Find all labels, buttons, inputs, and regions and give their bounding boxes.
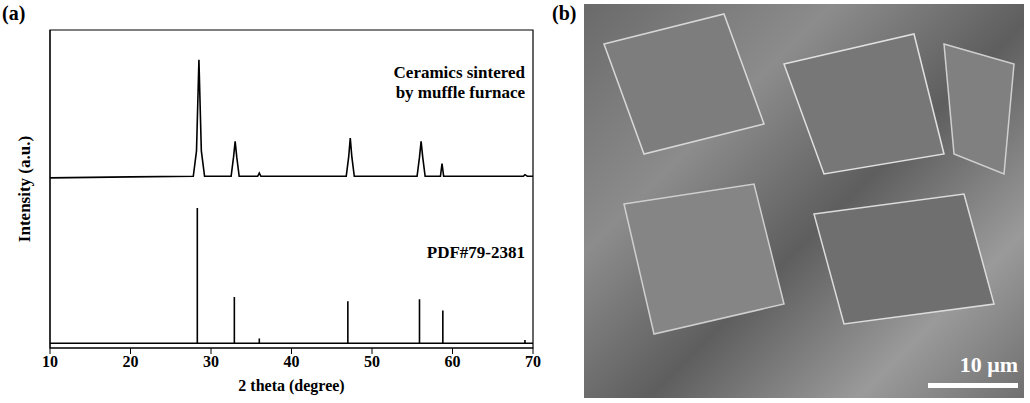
html-text:PDF#79-2381: PDF#79-2381 xyxy=(426,243,525,263)
html-text:by muffle furnace: by muffle furnace xyxy=(395,82,525,102)
svg-text:60: 60 xyxy=(445,353,461,370)
svg-text:20: 20 xyxy=(123,353,139,370)
svg-text:50: 50 xyxy=(364,353,380,370)
svg-text:30: 30 xyxy=(203,353,219,370)
svg-text:10: 10 xyxy=(42,353,58,370)
html-text:(a): (a) xyxy=(2,2,26,24)
svg-text:2 theta (degree): 2 theta (degree) xyxy=(238,377,344,395)
svg-text:Intensity (a.u.): Intensity (a.u.) xyxy=(15,136,34,242)
html-text:10 μm: 10 μm xyxy=(959,352,1018,377)
svg-text:40: 40 xyxy=(284,353,300,370)
html-text:(b): (b) xyxy=(552,2,577,24)
html-text:Ceramics sintered: Ceramics sintered xyxy=(393,62,525,82)
svg-text:70: 70 xyxy=(525,353,541,370)
